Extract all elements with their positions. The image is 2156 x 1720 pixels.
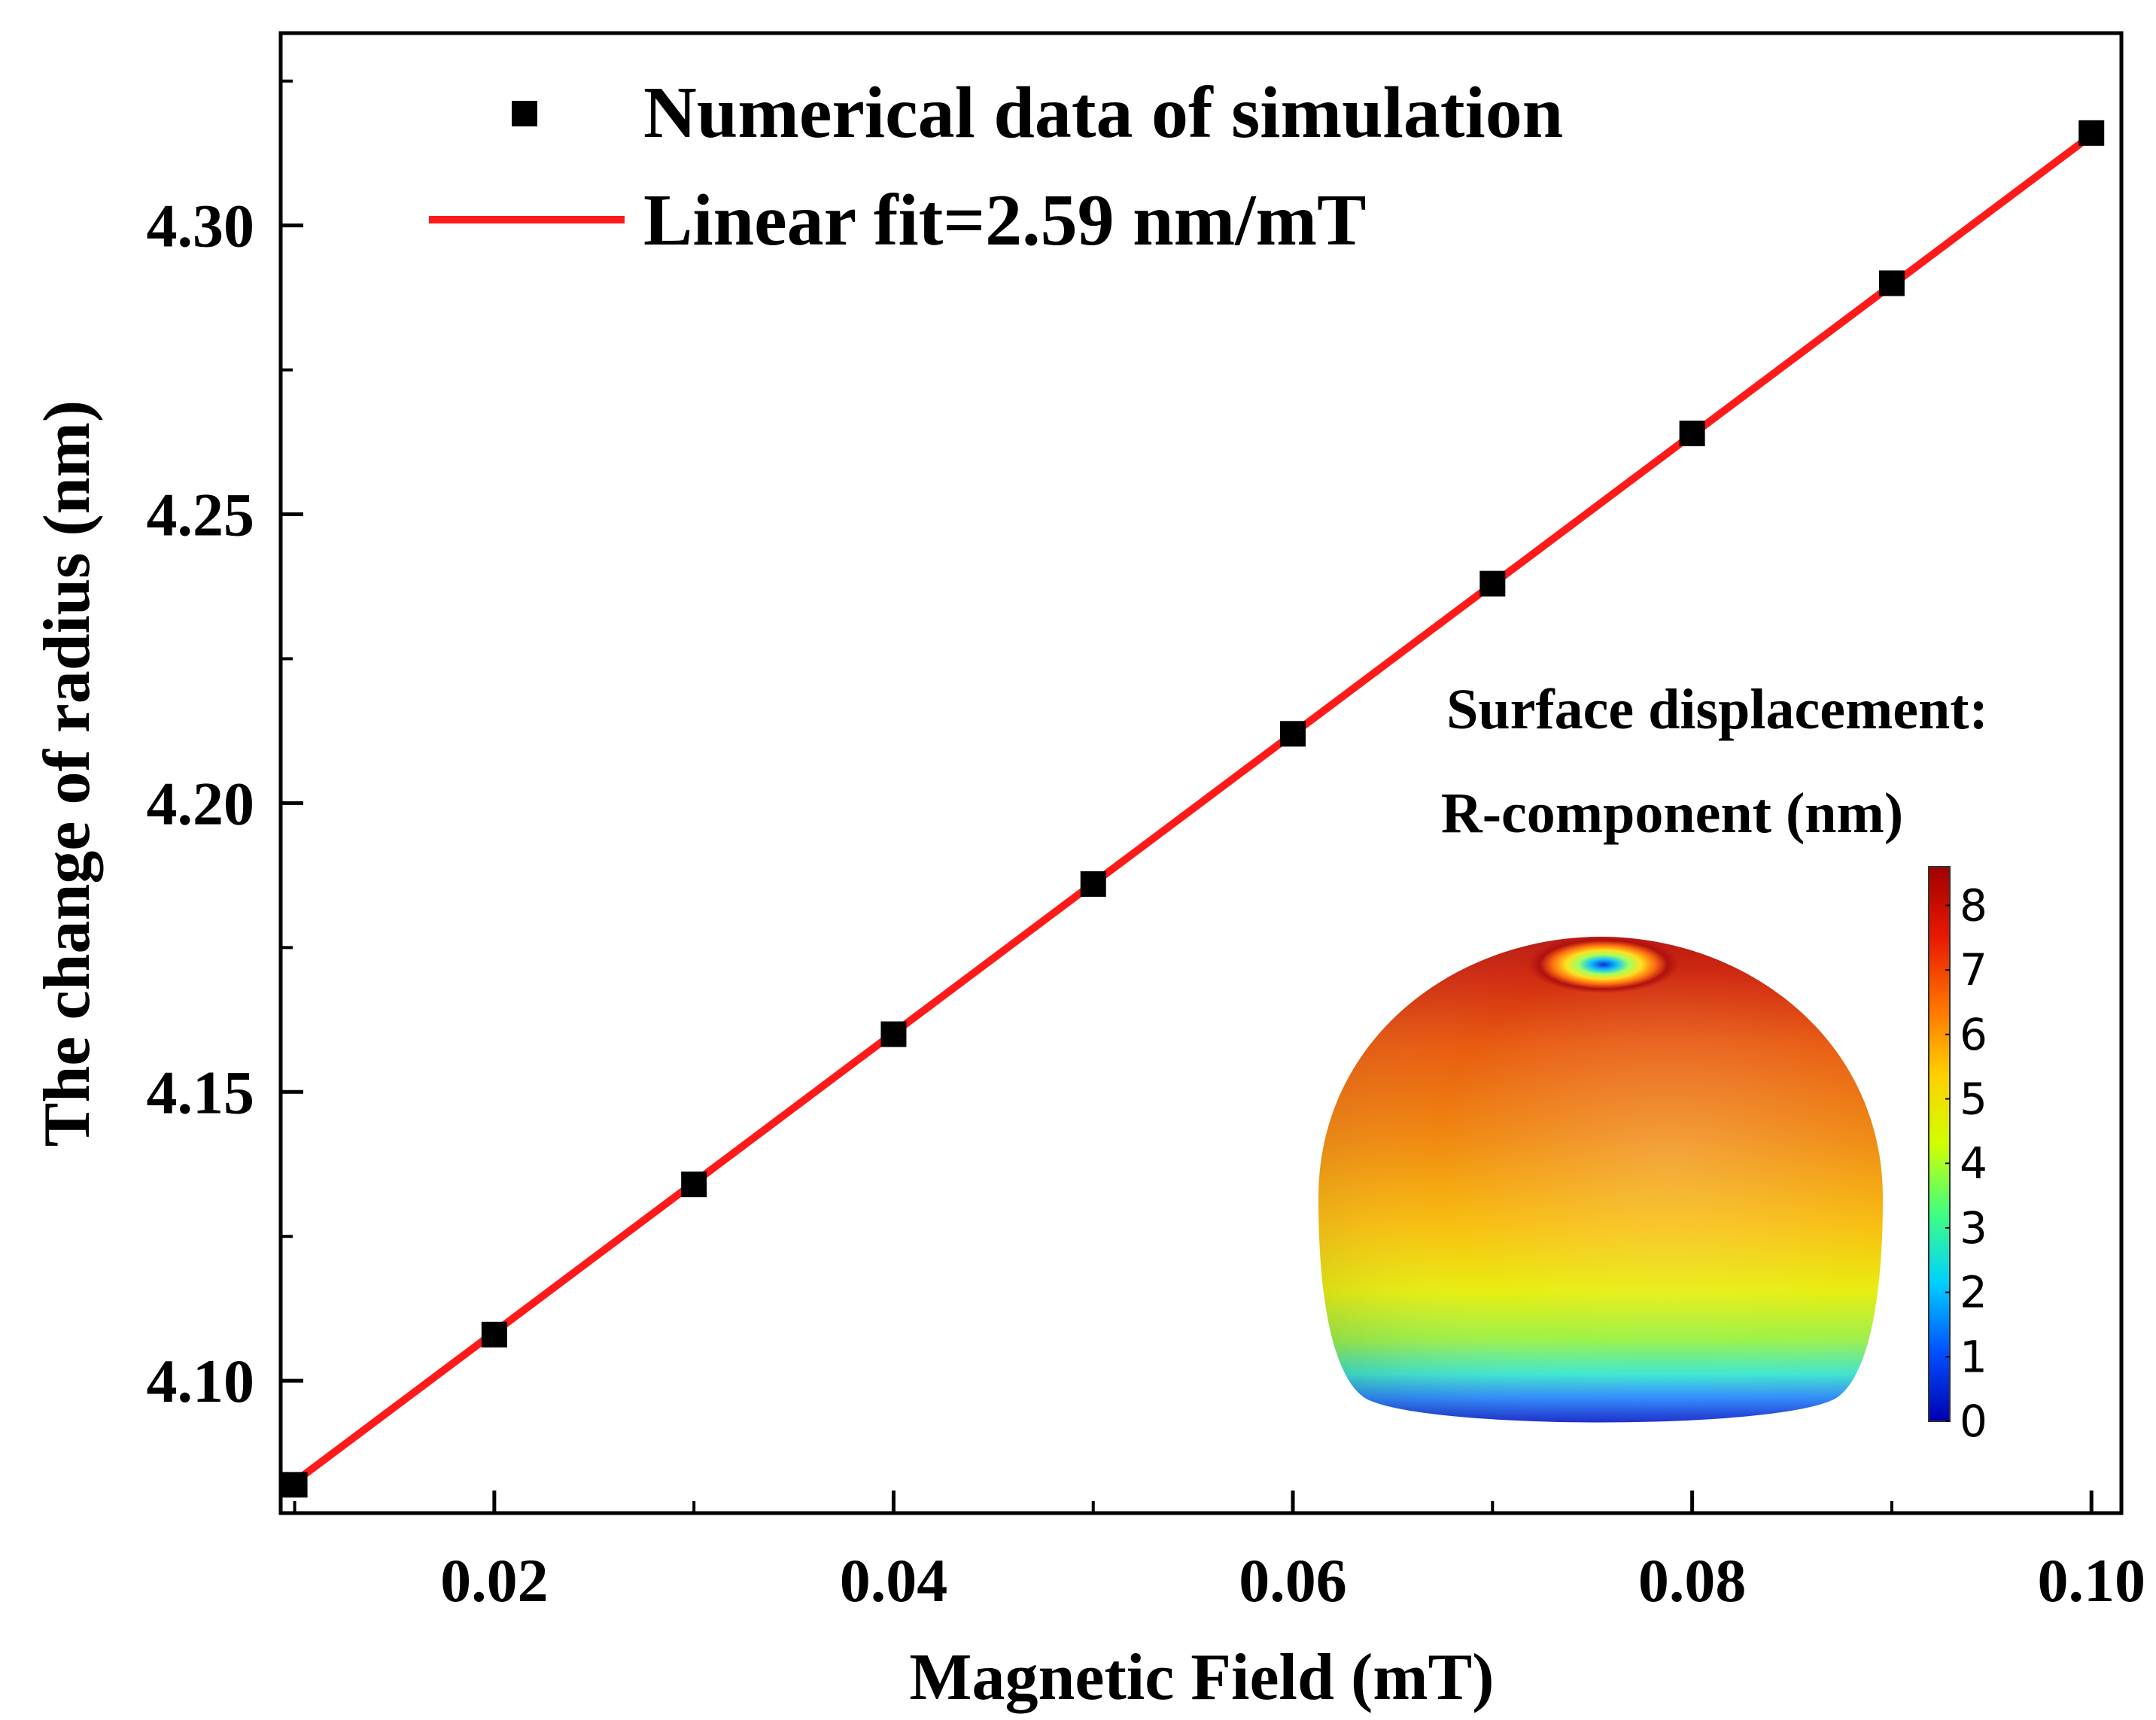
- legend: Numerical data of simulation Linear fit=…: [429, 72, 1563, 261]
- x-tick-label: 0.04: [840, 1546, 948, 1615]
- x-tick-labels: 0.02 0.04 0.06 0.08 0.10: [440, 1546, 2145, 1615]
- y-tick-label: 4.25: [147, 481, 255, 549]
- x-tick-label: 0.10: [2037, 1546, 2145, 1615]
- colorbar-tick-label: 8: [1960, 880, 1987, 931]
- data-point: [1679, 421, 1705, 447]
- y-tick-label: 4.20: [147, 769, 255, 837]
- colorbar-tick-label: 1: [1960, 1331, 1987, 1382]
- data-markers: [281, 120, 2105, 1498]
- colorbar-tick-label: 7: [1960, 944, 1987, 995]
- colorbar-tick-label: 3: [1960, 1202, 1987, 1254]
- data-point: [681, 1171, 707, 1198]
- colorbar-tick-label: 4: [1960, 1138, 1987, 1189]
- axis-ticks: [281, 79, 2094, 1513]
- displacement-dome-image: [1318, 936, 1883, 1423]
- x-tick-label: 0.06: [1239, 1546, 1347, 1615]
- inset-title-line1: Surface displacement:: [1446, 678, 1988, 741]
- data-point: [281, 1472, 308, 1498]
- data-point: [1080, 871, 1106, 897]
- linear-fit-line: [290, 131, 2096, 1486]
- inset: Surface displacement: R-component (nm) 0…: [1318, 678, 1988, 1447]
- x-axis-label: Magnetic Field (mT): [909, 1641, 1494, 1714]
- data-point: [1280, 721, 1306, 747]
- inset-title-line2: R-component (nm): [1441, 782, 1903, 845]
- y-tick-label: 4.15: [147, 1058, 255, 1126]
- colorbar: [1928, 866, 1951, 1422]
- data-point: [1878, 270, 1905, 296]
- x-tick-label: 0.08: [1638, 1546, 1747, 1615]
- colorbar-tick-label: 0: [1960, 1396, 1987, 1447]
- legend-label-fit: Linear fit=2.59 nm/mT: [643, 180, 1367, 261]
- data-point: [481, 1321, 507, 1348]
- colorbar-tick-label: 5: [1960, 1074, 1987, 1125]
- data-point: [2078, 120, 2105, 146]
- legend-label-data: Numerical data of simulation: [643, 72, 1563, 153]
- plot-frame: [278, 31, 2124, 1515]
- colorbar-tick-label: 2: [1960, 1267, 1987, 1318]
- y-tick-label: 4.30: [147, 192, 255, 260]
- y-axis-label: The change of radius (nm): [31, 400, 104, 1147]
- legend-marker-square: [512, 101, 537, 126]
- y-tick-label: 4.10: [147, 1347, 255, 1415]
- data-point: [880, 1021, 907, 1047]
- fit-line-layer: [290, 131, 2096, 1486]
- y-tick-labels: 4.10 4.15 4.20 4.25 4.30: [147, 192, 255, 1416]
- data-point: [1479, 570, 1506, 597]
- colorbar-ticks: 0 1 2 3 4 5 6 7 8: [1945, 880, 1987, 1447]
- colorbar-tick-label: 6: [1960, 1009, 1987, 1060]
- x-tick-label: 0.02: [440, 1546, 549, 1615]
